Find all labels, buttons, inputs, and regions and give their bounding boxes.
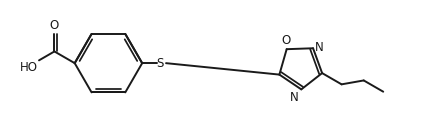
Text: HO: HO [19,61,38,74]
Text: O: O [50,19,59,32]
Text: N: N [290,91,299,104]
Text: O: O [281,34,290,47]
Text: S: S [156,57,164,70]
Text: N: N [315,41,324,54]
